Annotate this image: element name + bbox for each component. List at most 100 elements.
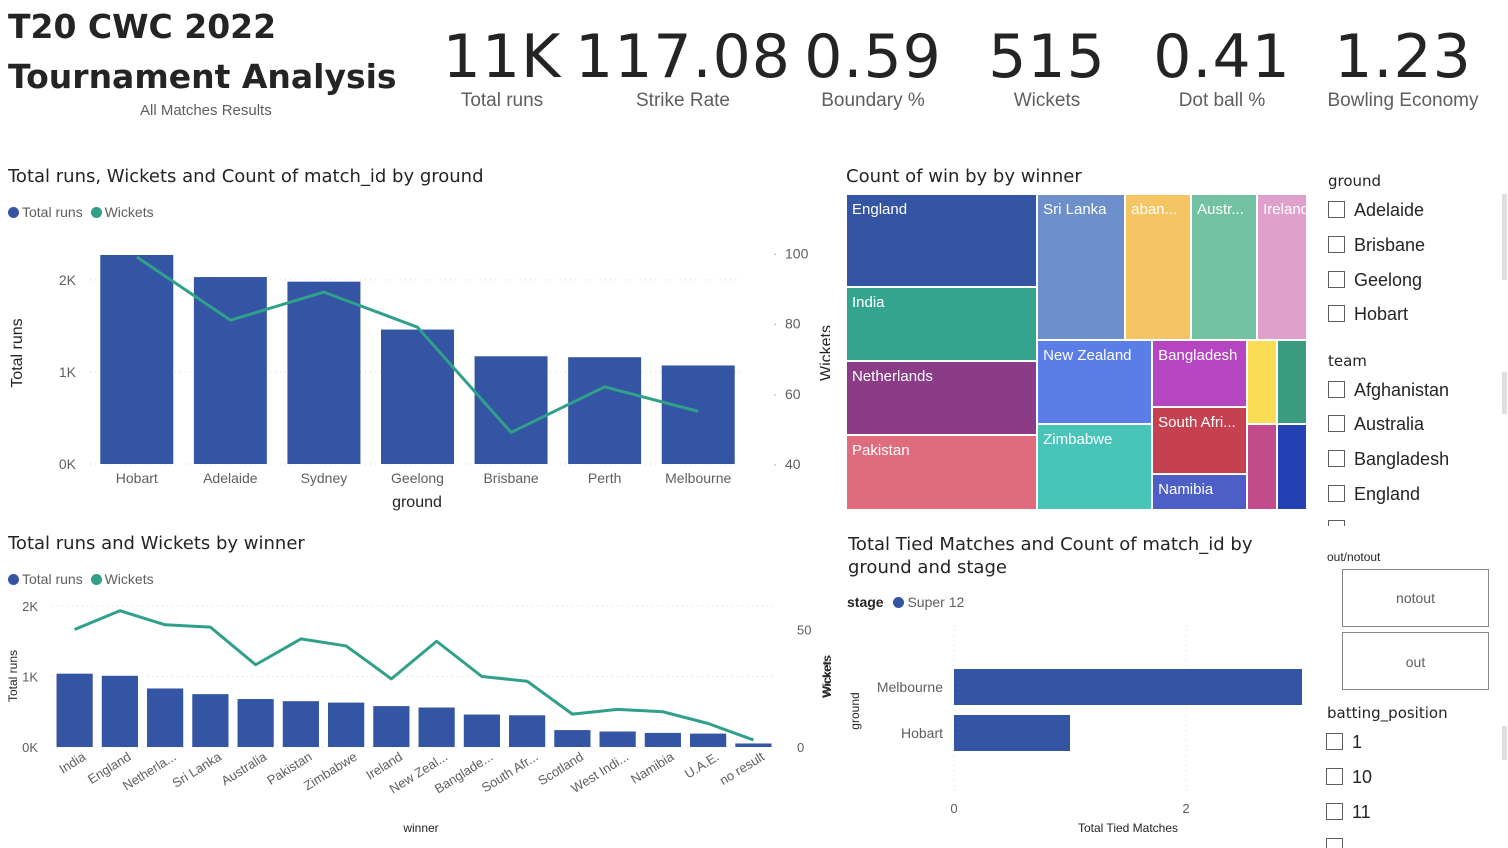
- kpi-value: 117.08: [575, 22, 791, 92]
- slicer-ground-scrollbar[interactable]: [1502, 194, 1507, 280]
- tile-notout-button[interactable]: notout: [1342, 569, 1489, 627]
- treemap-tile[interactable]: Netherlands: [846, 361, 1038, 435]
- slicer-batting-item[interactable]: 11: [1326, 802, 1371, 826]
- treemap-tile[interactable]: Ireland: [1257, 194, 1307, 340]
- treemap-tile[interactable]: [1247, 424, 1278, 510]
- slicer-ground-item[interactable]: Brisbane: [1328, 235, 1425, 259]
- treemap-tile[interactable]: Bangladesh: [1152, 340, 1248, 407]
- slicer-team-scrollbar[interactable]: [1502, 372, 1507, 414]
- bar-total-runs: [463, 714, 500, 747]
- slicer-team-item[interactable]: Bangladesh: [1328, 449, 1449, 473]
- slicer-team-item[interactable]: England: [1328, 484, 1420, 508]
- x-tick-label: Brisbane: [483, 470, 538, 486]
- treemap-tile[interactable]: England: [846, 194, 1038, 287]
- report-title: T20 CWC 2022 Tournament Analysis: [8, 2, 397, 102]
- checkbox-icon[interactable]: [1328, 415, 1345, 432]
- line-wickets: [74, 609, 754, 742]
- kpi-label: Total runs: [460, 90, 544, 111]
- x-tick-label: Geelong: [391, 470, 444, 486]
- checkbox-icon[interactable]: [1326, 733, 1343, 750]
- treemap-tile[interactable]: [1277, 424, 1307, 510]
- x-tick-label: Namibia: [628, 748, 677, 786]
- title-line-2: Tournament Analysis: [8, 57, 397, 96]
- y-tick-label: Melbourne: [877, 679, 943, 695]
- treemap-tile[interactable]: India: [846, 287, 1038, 361]
- treemap-tile-label: South Afri...: [1158, 414, 1236, 431]
- chart-runs-wickets-by-ground[interactable]: 0K 1K 2K 40 · 60 · 80 · 100 · Hobart Adelaide Sydney G…: [0, 225, 830, 520]
- slicer-team-item-partial[interactable]: [1328, 519, 1354, 526]
- bar-total-runs: [282, 701, 319, 747]
- treemap-tile[interactable]: [1277, 340, 1307, 424]
- x-tick-label: U.A.E.: [682, 749, 722, 782]
- slicer-team-item[interactable]: Australia: [1328, 414, 1424, 438]
- bar-total-runs: [644, 732, 681, 747]
- slicer-item-label: Hobart: [1354, 304, 1409, 324]
- treemap-tile[interactable]: aban...: [1125, 194, 1192, 340]
- bar-total-runs: [735, 743, 772, 747]
- legend-label-runs: Total runs: [22, 571, 83, 587]
- chart-winner-legend: Total runs Wickets: [8, 571, 154, 587]
- checkbox-icon[interactable]: [1328, 236, 1345, 253]
- legend-label-super12: Super 12: [907, 594, 965, 610]
- chart-ground-legend: Total runs Wickets: [8, 204, 154, 220]
- kpi-strike-rate: 117.08 Strike Rate: [573, 24, 793, 112]
- y-tick-label: 0K: [59, 456, 77, 472]
- treemap-tile[interactable]: New Zealand: [1037, 340, 1153, 424]
- bar-total-runs: [690, 733, 727, 747]
- checkbox-icon[interactable]: [1328, 485, 1345, 502]
- treemap-tile[interactable]: Sri Lanka: [1037, 194, 1126, 340]
- checkbox-icon[interactable]: [1328, 201, 1345, 218]
- bar-total-runs: [328, 702, 365, 747]
- treemap-tile[interactable]: Zimbabwe: [1037, 424, 1153, 510]
- y-tick-label: 0K: [22, 740, 38, 755]
- checkbox-icon[interactable]: [1326, 803, 1343, 820]
- slicer-ground-item[interactable]: Adelaide: [1328, 200, 1424, 224]
- slicer-item-label: 10: [1352, 767, 1373, 787]
- checkbox-icon[interactable]: [1328, 450, 1345, 467]
- treemap-tile[interactable]: [1247, 340, 1278, 424]
- slicer-batting-position: 1 10 11: [1320, 722, 1500, 848]
- y2-tick-dot: ·: [773, 387, 777, 401]
- x-tick-label: 2: [1182, 801, 1189, 816]
- slicer-team-item[interactable]: Afghanistan: [1328, 380, 1449, 404]
- kpi-value: 11K: [442, 22, 562, 92]
- treemap-wins-by-winner[interactable]: England India Netherlands Pakistan Sri Lanka…: [846, 194, 1307, 510]
- x-axis-title: winner: [402, 821, 438, 835]
- legend-label-wickets: Wickets: [104, 571, 154, 587]
- checkbox-icon[interactable]: [1326, 768, 1343, 785]
- chart-tied-matches-by-ground[interactable]: 0 2 Melbourne Hobart Total Tied Matches groun…: [815, 615, 1315, 843]
- tile-out-button[interactable]: out: [1342, 632, 1489, 690]
- x-tick-label: Melbourne: [665, 470, 731, 486]
- slicer-item-label: Brisbane: [1354, 235, 1426, 255]
- checkbox-icon[interactable]: [1328, 520, 1345, 526]
- treemap-tile[interactable]: South Afri...: [1152, 407, 1248, 474]
- treemap-tile[interactable]: Namibia: [1152, 474, 1248, 510]
- slicer-item-label: Bangladesh: [1354, 449, 1450, 469]
- slicer-batting-scrollbar[interactable]: [1502, 726, 1507, 760]
- slicer-ground-item[interactable]: Geelong: [1328, 270, 1422, 294]
- treemap-title: Count of win by by winner: [846, 166, 1082, 187]
- x-axis-title: Total Tied Matches: [1078, 821, 1178, 835]
- slicer-batting-position-title: batting_position: [1327, 704, 1448, 722]
- bar-total-runs: [237, 699, 274, 747]
- slicer-team: Afghanistan Australia Bangladesh England: [1320, 370, 1500, 526]
- treemap-tile[interactable]: Austr...: [1191, 194, 1258, 340]
- bar-total-runs: [599, 731, 636, 747]
- kpi-value: 1.23: [1334, 22, 1472, 92]
- kpi-label: Strike Rate: [636, 90, 730, 111]
- checkbox-icon[interactable]: [1328, 381, 1345, 398]
- checkbox-icon[interactable]: [1328, 271, 1345, 288]
- slicer-batting-item[interactable]: 1: [1326, 732, 1362, 756]
- bar-total-runs: [661, 365, 735, 464]
- slicer-batting-item-partial[interactable]: [1326, 837, 1352, 848]
- treemap-tile-label: Sri Lanka: [1043, 201, 1107, 218]
- treemap-tile[interactable]: Pakistan: [846, 435, 1038, 510]
- checkbox-icon[interactable]: [1326, 838, 1343, 848]
- slicer-ground-item[interactable]: Hobart: [1328, 304, 1408, 328]
- checkbox-icon[interactable]: [1328, 305, 1345, 322]
- slicer-batting-item[interactable]: 10: [1326, 767, 1372, 791]
- legend-label-wickets: Wickets: [104, 204, 154, 220]
- slicer-item-label: Geelong: [1354, 270, 1423, 290]
- legend-dot-super12: [893, 597, 905, 608]
